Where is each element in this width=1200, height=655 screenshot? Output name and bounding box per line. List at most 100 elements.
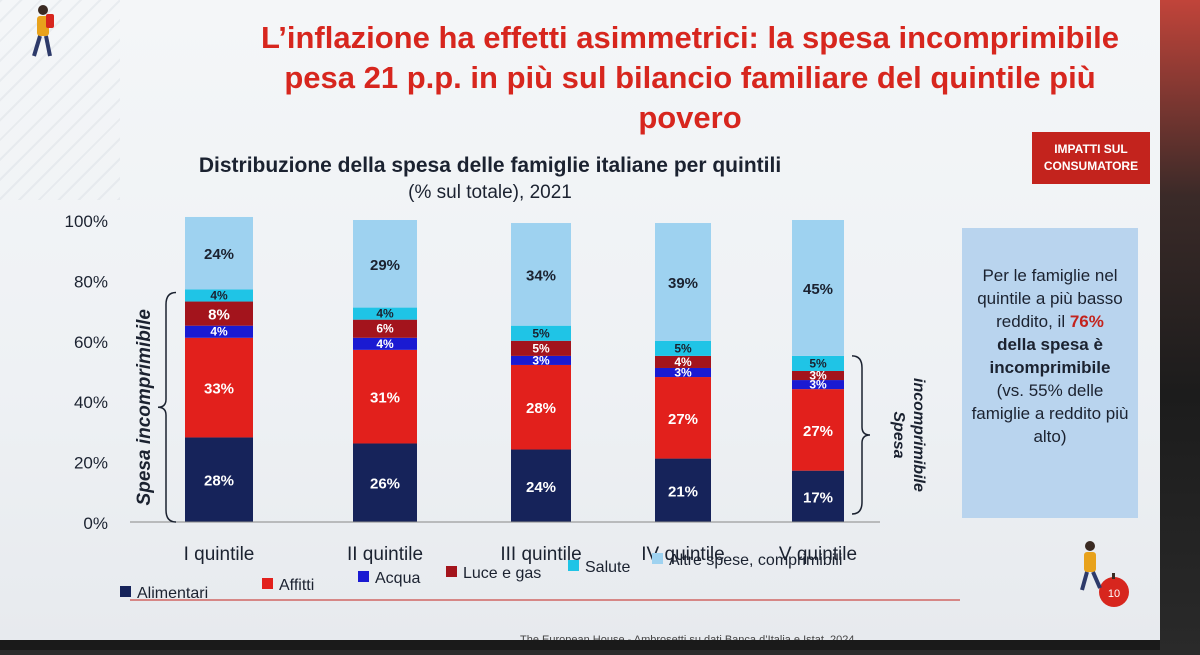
page-number: 10 [1108,588,1120,600]
person-with-fruit-icon: 10 [1080,541,1129,607]
data-label: 4% [210,289,228,303]
bar-segment [511,449,571,522]
bar-segment [185,301,253,326]
data-label: 8% [208,307,230,324]
bar-segment [655,377,711,459]
bar-segment [185,337,253,438]
data-label: 24% [526,479,556,496]
y-tick-label: 40% [74,393,108,412]
legend-label: Altre spese, comprimibili [669,552,842,569]
room-background [1160,0,1200,655]
legend-swatch [446,566,457,577]
data-label: 3% [674,366,692,380]
legend-swatch [358,571,369,582]
left-brace [157,291,177,523]
legend-swatch [652,553,663,564]
callout-text-3: (vs. 55% delle famiglie a reddito più al… [971,381,1129,446]
bar-segment [792,371,844,381]
bar-segment [511,364,571,450]
data-label: 24% [204,246,234,263]
bar-segment [185,437,253,522]
data-label: 28% [526,400,556,417]
data-label: 5% [532,326,550,340]
walking-person-icon [32,5,54,57]
legend-swatch [568,560,579,571]
bar-segment [792,470,844,522]
badge-line-2: CONSUMATORE [1043,159,1139,173]
data-label: 5% [674,341,692,355]
decorative-lines [0,0,120,200]
right-brace-label-2: incomprimibile [910,378,927,492]
y-tick-label: 100% [65,212,108,231]
data-label: 5% [532,341,550,355]
chart-title-block: Distribuzione della spesa delle famiglie… [110,152,870,206]
right-brace [851,355,871,515]
x-tick-label: I quintile [184,544,255,565]
bar-segment [353,349,417,444]
callout-percent: 76% [1065,312,1104,331]
data-label: 4% [376,337,394,351]
chart-subtitle: (% sul totale), 2021 [408,182,572,203]
bar-segment [185,289,253,302]
legend-label: Affitti [279,577,314,594]
bar-segment [792,389,844,471]
bar-segment [185,216,253,290]
stacked-bar-chart: 0%20%40%60%80%100%28%33%4%8%4%24%I quint… [65,212,960,602]
bar-segment [655,223,711,341]
data-label: 4% [210,325,228,339]
bar-segment [353,307,417,320]
legend-swatch [262,578,273,589]
data-label: 39% [668,275,698,292]
slide: L’inflazione ha effetti asimmetrici: la … [0,0,1174,650]
chart-title: Distribuzione della spesa delle famiglie… [198,154,782,177]
bar-segment [353,443,417,522]
y-tick-label: 60% [74,333,108,352]
bar-segment [792,380,844,390]
bar-segment [511,325,571,341]
bar-segment [511,355,571,365]
bar-segment [185,325,253,338]
bar-segment [511,340,571,356]
y-tick-label: 20% [74,454,108,473]
bar-segment [353,319,417,338]
data-label: 3% [809,378,827,392]
legend-label: Alimentari [137,585,208,602]
legend-swatch [120,586,131,597]
bar-segment [655,355,711,368]
x-tick-label: III quintile [500,544,581,565]
data-label: 4% [376,307,394,321]
data-label: 27% [668,411,698,428]
bar-segment [511,223,571,326]
x-tick-label: V quintile [779,544,857,565]
data-label: 29% [370,257,400,274]
data-label: 17% [803,489,833,506]
data-label: 31% [370,390,400,407]
data-label: 4% [674,355,692,369]
bar-segment [353,337,417,350]
callout-text-1: Per le famiglie nel quintile a più basso… [977,266,1123,331]
data-label: 33% [204,381,234,398]
bar-segment [353,220,417,308]
data-label: 5% [809,356,827,370]
data-label: 28% [204,473,234,490]
y-tick-label: 0% [83,514,108,533]
left-brace-label: Spesa incomprimibile [134,309,155,506]
slide-title: L’inflazione ha effetti asimmetrici: la … [230,18,1150,138]
data-label: 6% [376,322,394,336]
right-brace-label-1: Spesa [890,411,907,458]
y-tick-label: 80% [74,272,108,291]
bar-segment [655,367,711,378]
callout-text-2: della spesa è incomprimibile [989,335,1111,377]
data-label: 45% [803,281,833,298]
bar-segment [655,458,711,522]
data-label: 26% [370,476,400,493]
title-line-1: L’inflazione ha effetti asimmetrici: la … [261,20,1119,55]
data-label: 27% [803,423,833,440]
data-label: 3% [809,369,827,383]
bar-segment [792,220,844,356]
bar-segment [792,355,844,371]
source-note: The European House - Ambrosetti su dati … [520,634,855,646]
data-label: 34% [526,267,556,284]
section-badge: IMPATTI SUL CONSUMATORE [1032,132,1150,184]
bar-segment [655,340,711,356]
